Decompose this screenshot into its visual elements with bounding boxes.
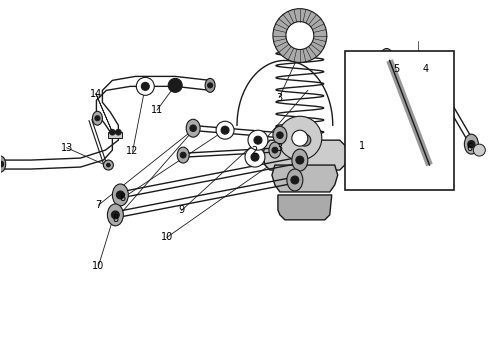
Ellipse shape bbox=[273, 126, 287, 144]
Polygon shape bbox=[272, 165, 338, 192]
Ellipse shape bbox=[381, 49, 392, 64]
Circle shape bbox=[272, 147, 278, 153]
Circle shape bbox=[190, 125, 196, 131]
Text: 7: 7 bbox=[95, 200, 101, 210]
Circle shape bbox=[141, 82, 149, 90]
Ellipse shape bbox=[422, 60, 437, 80]
Circle shape bbox=[299, 134, 311, 146]
Ellipse shape bbox=[112, 184, 128, 206]
Text: 8: 8 bbox=[120, 193, 126, 203]
Circle shape bbox=[136, 77, 154, 95]
Text: 12: 12 bbox=[126, 146, 139, 156]
Text: 3: 3 bbox=[276, 143, 282, 153]
Circle shape bbox=[95, 116, 100, 121]
Text: 5: 5 bbox=[393, 64, 399, 74]
Circle shape bbox=[391, 51, 405, 66]
Circle shape bbox=[245, 147, 265, 167]
Text: 1: 1 bbox=[359, 141, 366, 151]
Text: 6: 6 bbox=[466, 143, 473, 153]
Bar bbox=[345, 50, 454, 190]
Polygon shape bbox=[278, 195, 332, 220]
Circle shape bbox=[296, 156, 304, 164]
Ellipse shape bbox=[205, 78, 215, 92]
Ellipse shape bbox=[287, 169, 303, 191]
Circle shape bbox=[418, 166, 424, 172]
Circle shape bbox=[273, 9, 327, 62]
Circle shape bbox=[394, 55, 400, 62]
Circle shape bbox=[109, 129, 115, 135]
Ellipse shape bbox=[292, 149, 308, 171]
Circle shape bbox=[291, 176, 299, 184]
Text: 9: 9 bbox=[178, 206, 185, 216]
Polygon shape bbox=[263, 140, 348, 170]
Circle shape bbox=[433, 161, 446, 175]
Circle shape bbox=[430, 166, 435, 172]
Circle shape bbox=[254, 136, 262, 144]
Circle shape bbox=[292, 130, 308, 146]
Text: 11: 11 bbox=[151, 105, 163, 115]
Circle shape bbox=[415, 67, 420, 73]
Circle shape bbox=[248, 130, 268, 150]
Text: 14: 14 bbox=[90, 89, 102, 99]
Circle shape bbox=[277, 132, 283, 138]
Circle shape bbox=[473, 144, 485, 156]
Text: 10: 10 bbox=[92, 261, 104, 271]
Ellipse shape bbox=[186, 119, 200, 137]
Text: 13: 13 bbox=[61, 143, 73, 153]
Text: 10: 10 bbox=[161, 232, 173, 242]
Circle shape bbox=[216, 121, 234, 139]
Circle shape bbox=[411, 63, 424, 77]
Ellipse shape bbox=[269, 142, 281, 158]
Ellipse shape bbox=[107, 204, 123, 226]
Circle shape bbox=[208, 83, 213, 88]
Circle shape bbox=[180, 152, 186, 158]
Circle shape bbox=[286, 22, 314, 50]
Ellipse shape bbox=[426, 161, 439, 177]
Circle shape bbox=[423, 171, 436, 183]
Text: 2: 2 bbox=[252, 146, 258, 156]
Ellipse shape bbox=[0, 156, 6, 172]
Circle shape bbox=[115, 129, 122, 135]
Ellipse shape bbox=[93, 111, 102, 125]
Circle shape bbox=[437, 165, 442, 171]
Text: 3: 3 bbox=[276, 93, 282, 103]
Ellipse shape bbox=[103, 160, 113, 170]
Bar bbox=[108, 132, 122, 138]
Circle shape bbox=[384, 54, 390, 59]
Circle shape bbox=[427, 175, 432, 180]
Circle shape bbox=[278, 116, 322, 160]
Circle shape bbox=[426, 67, 433, 74]
Circle shape bbox=[111, 211, 120, 219]
Text: 8: 8 bbox=[113, 215, 119, 224]
Circle shape bbox=[375, 56, 380, 61]
Circle shape bbox=[371, 53, 384, 64]
Text: 4: 4 bbox=[423, 64, 429, 74]
Ellipse shape bbox=[177, 147, 189, 163]
Circle shape bbox=[468, 140, 475, 148]
Circle shape bbox=[251, 153, 259, 161]
Circle shape bbox=[117, 191, 124, 199]
Circle shape bbox=[107, 163, 110, 167]
Circle shape bbox=[415, 162, 428, 176]
Circle shape bbox=[221, 126, 229, 134]
Ellipse shape bbox=[465, 134, 478, 154]
Circle shape bbox=[0, 161, 3, 167]
Circle shape bbox=[168, 78, 182, 92]
